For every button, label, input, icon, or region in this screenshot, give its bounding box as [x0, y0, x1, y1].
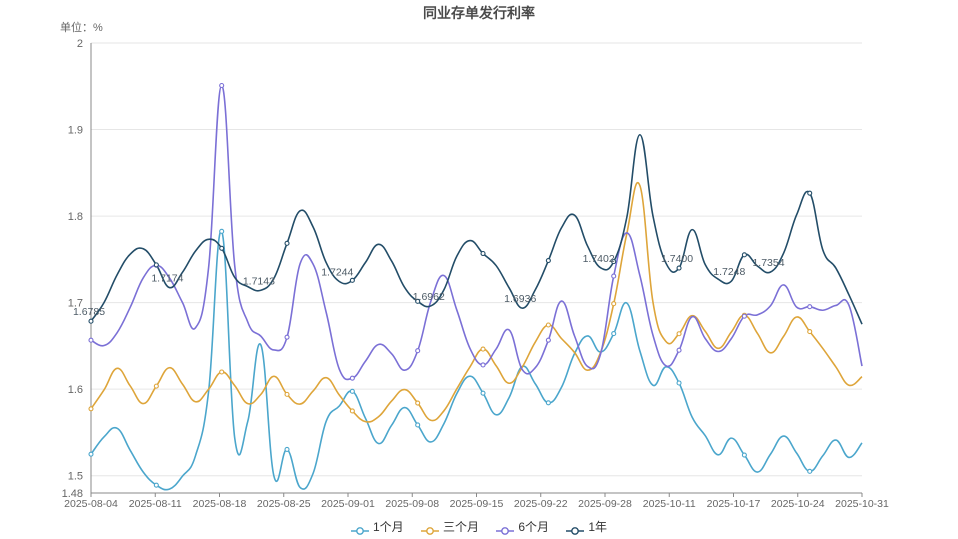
svg-text:1.7143: 1.7143 — [243, 275, 275, 287]
svg-text:1.6962: 1.6962 — [413, 291, 445, 303]
svg-text:2025-08-25: 2025-08-25 — [257, 498, 311, 510]
svg-text:1.7248: 1.7248 — [713, 266, 745, 278]
svg-text:1.7402: 1.7402 — [583, 253, 615, 265]
svg-text:2025-10-24: 2025-10-24 — [771, 498, 825, 510]
svg-text:2025-08-04: 2025-08-04 — [64, 498, 118, 510]
svg-text:1.6785: 1.6785 — [73, 306, 105, 318]
svg-text:1.7174: 1.7174 — [151, 273, 183, 285]
svg-text:1.7400: 1.7400 — [661, 253, 693, 265]
svg-text:1.9: 1.9 — [68, 125, 83, 137]
svg-text:2025-10-11: 2025-10-11 — [643, 498, 696, 510]
svg-text:1.7244: 1.7244 — [321, 266, 353, 278]
svg-text:2025-08-18: 2025-08-18 — [193, 498, 247, 510]
svg-text:2025-09-01: 2025-09-01 — [321, 498, 375, 510]
svg-text:2025-10-31: 2025-10-31 — [835, 498, 889, 510]
svg-text:2025-10-17: 2025-10-17 — [707, 498, 761, 510]
svg-text:1.6936: 1.6936 — [504, 293, 536, 305]
svg-text:1.5: 1.5 — [68, 471, 83, 483]
svg-text:2025-09-22: 2025-09-22 — [514, 498, 568, 510]
svg-text:2025-09-08: 2025-09-08 — [385, 498, 439, 510]
svg-text:1.7354: 1.7354 — [752, 257, 784, 269]
svg-text:1.6: 1.6 — [68, 384, 83, 396]
svg-text:1.8: 1.8 — [68, 211, 83, 223]
svg-text:2025-09-28: 2025-09-28 — [578, 498, 632, 510]
svg-text:2025-09-15: 2025-09-15 — [450, 498, 504, 510]
svg-text:2: 2 — [77, 38, 83, 50]
svg-text:2025-08-11: 2025-08-11 — [129, 498, 182, 510]
